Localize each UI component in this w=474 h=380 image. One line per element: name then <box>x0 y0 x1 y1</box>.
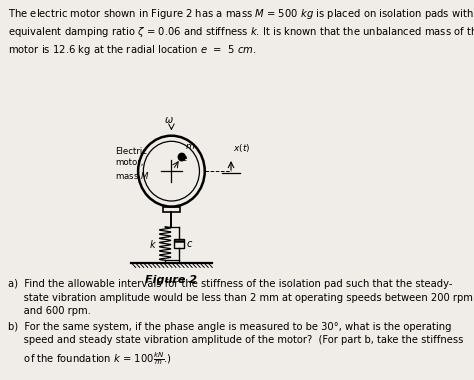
Text: b)  For the same system, if the phase angle is measured to be 30°, what is the o: b) For the same system, if the phase ang… <box>8 322 463 367</box>
Bar <box>174 239 184 248</box>
Text: $e$: $e$ <box>181 154 188 163</box>
Text: The electric motor shown in Figure 2 has a mass $M$ = 500 $kg$ is placed on isol: The electric motor shown in Figure 2 has… <box>8 7 474 57</box>
Text: Figure 2: Figure 2 <box>146 274 198 285</box>
Text: a)  Find the allowable intervals for the stiffness of the isolation pad such tha: a) Find the allowable intervals for the … <box>8 279 473 316</box>
Text: $k$: $k$ <box>149 238 157 250</box>
Bar <box>163 207 180 212</box>
Circle shape <box>178 153 185 161</box>
Text: $c$: $c$ <box>186 239 194 249</box>
Text: Electric
motor,
mass $M$: Electric motor, mass $M$ <box>115 147 150 180</box>
Text: $m$: $m$ <box>184 142 195 151</box>
Text: $x(t)$: $x(t)$ <box>233 142 250 154</box>
Text: $\omega$: $\omega$ <box>164 114 174 125</box>
